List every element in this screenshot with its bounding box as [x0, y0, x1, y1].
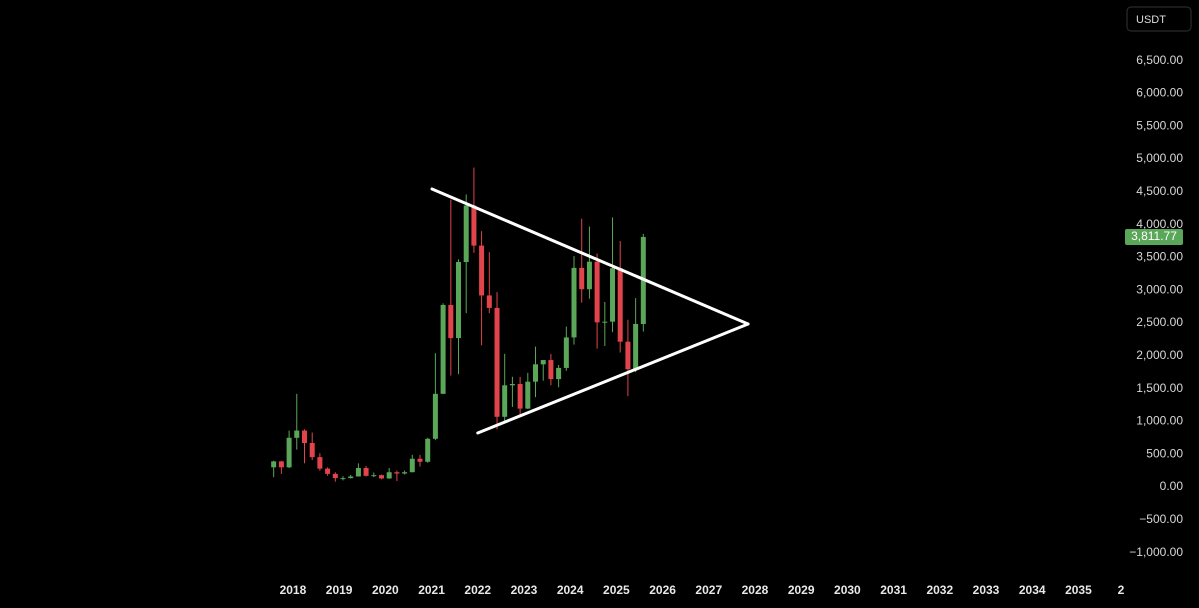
x-tick-label: 2020	[372, 583, 399, 597]
y-tick-label: 1,500.00	[1136, 381, 1183, 395]
candle-body	[517, 383, 523, 409]
x-axis: 2018 2019 2020 2021 2022 2023 2024 2025 2026 2027…	[280, 582, 1132, 597]
candle-body	[386, 472, 392, 479]
candle-body	[301, 430, 307, 444]
candle-body	[402, 472, 408, 474]
candle-body	[317, 457, 323, 469]
candle-body	[294, 430, 300, 438]
y-tick-label: 5,500.00	[1136, 118, 1183, 132]
candle-body	[548, 360, 554, 380]
candle-body	[533, 364, 539, 382]
x-tick-label: 2035	[1065, 583, 1092, 597]
candle-body	[278, 461, 284, 468]
y-tick-label: 6,000.00	[1136, 86, 1183, 100]
y-tick-label: 6,500.00	[1136, 53, 1183, 67]
candle-body	[610, 268, 616, 322]
x-tick-label: 2024	[557, 583, 584, 597]
y-tick-label: 1,000.00	[1136, 414, 1183, 428]
x-tick-label: 2028	[742, 583, 769, 597]
candle-body	[332, 473, 338, 479]
candle-body	[502, 385, 508, 417]
candle-body	[417, 458, 423, 462]
y-tick-label: −500.00	[1139, 512, 1183, 526]
candle-body	[556, 367, 562, 380]
currency-label: USDT	[1136, 14, 1166, 26]
candle-body	[563, 337, 569, 368]
y-tick-label: 2,500.00	[1136, 315, 1183, 329]
candle-body	[479, 245, 485, 296]
last-price-tag	[1125, 228, 1183, 245]
y-tick-label: 500.00	[1146, 446, 1183, 460]
candle-body	[617, 268, 623, 342]
x-tick-label: 2029	[788, 583, 815, 597]
candle-body	[494, 307, 500, 417]
x-tick-label: 2022	[464, 583, 491, 597]
candle-body	[309, 443, 315, 458]
y-tick-label: 3,000.00	[1136, 282, 1183, 296]
candle-body	[602, 321, 608, 323]
y-tick-label: −1,000.00	[1129, 545, 1183, 559]
y-tick-label: 2,000.00	[1136, 348, 1183, 362]
x-tick-label: 2033	[973, 583, 1000, 597]
candle-body	[379, 475, 385, 479]
candle-body	[463, 205, 469, 262]
x-tick-label: 2030	[834, 583, 861, 597]
x-tick-label: 2018	[280, 583, 307, 597]
candle-body	[425, 438, 431, 462]
x-tick-label: 2021	[418, 583, 445, 597]
last-price-label: 3,811.77	[1131, 229, 1177, 243]
candle-body	[625, 341, 631, 370]
x-tick-label: 2034	[1019, 583, 1046, 597]
x-tick-label: 2025	[603, 583, 630, 597]
candle-body	[571, 267, 577, 338]
y-tick-label: 3,500.00	[1136, 250, 1183, 264]
x-tick-label: 2032	[926, 583, 953, 597]
x-tick-label: 2019	[326, 583, 353, 597]
candle-body	[348, 476, 354, 479]
candle-body	[286, 437, 292, 468]
candle-body	[586, 261, 592, 290]
candle-body	[633, 323, 639, 370]
x-tick-label: 2026	[649, 583, 676, 597]
candle-body	[271, 461, 277, 468]
candle-body	[409, 458, 415, 473]
y-tick-label: 5,000.00	[1136, 151, 1183, 165]
candle-body	[371, 475, 377, 477]
candle-body	[486, 295, 492, 308]
candle-body	[432, 393, 438, 439]
candle-body	[340, 478, 346, 480]
candle-body	[325, 468, 331, 474]
x-tick-label: 20	[1118, 583, 1132, 597]
x-tick-label: 2027	[695, 583, 722, 597]
candle-body	[594, 261, 600, 323]
trendline	[476, 322, 750, 435]
y-tick-label: 4,000.00	[1136, 217, 1183, 231]
candle-body	[579, 267, 585, 290]
x-tick-label: 2023	[511, 583, 538, 597]
currency-button[interactable]	[1126, 6, 1192, 32]
candle-body	[471, 205, 477, 246]
y-tick-label: 4,500.00	[1136, 184, 1183, 198]
y-tick-label: 0.00	[1160, 479, 1184, 493]
candle-body	[363, 467, 369, 476]
candle-body	[448, 304, 454, 339]
candle-body	[455, 261, 461, 339]
candle-body	[440, 304, 446, 394]
candle-body	[540, 360, 546, 365]
candle-body	[525, 381, 531, 409]
x-tick-label: 2031	[880, 583, 907, 597]
candle-body	[355, 467, 361, 477]
trendline	[430, 187, 750, 326]
candle-body	[509, 383, 515, 386]
candle-body	[394, 472, 400, 474]
